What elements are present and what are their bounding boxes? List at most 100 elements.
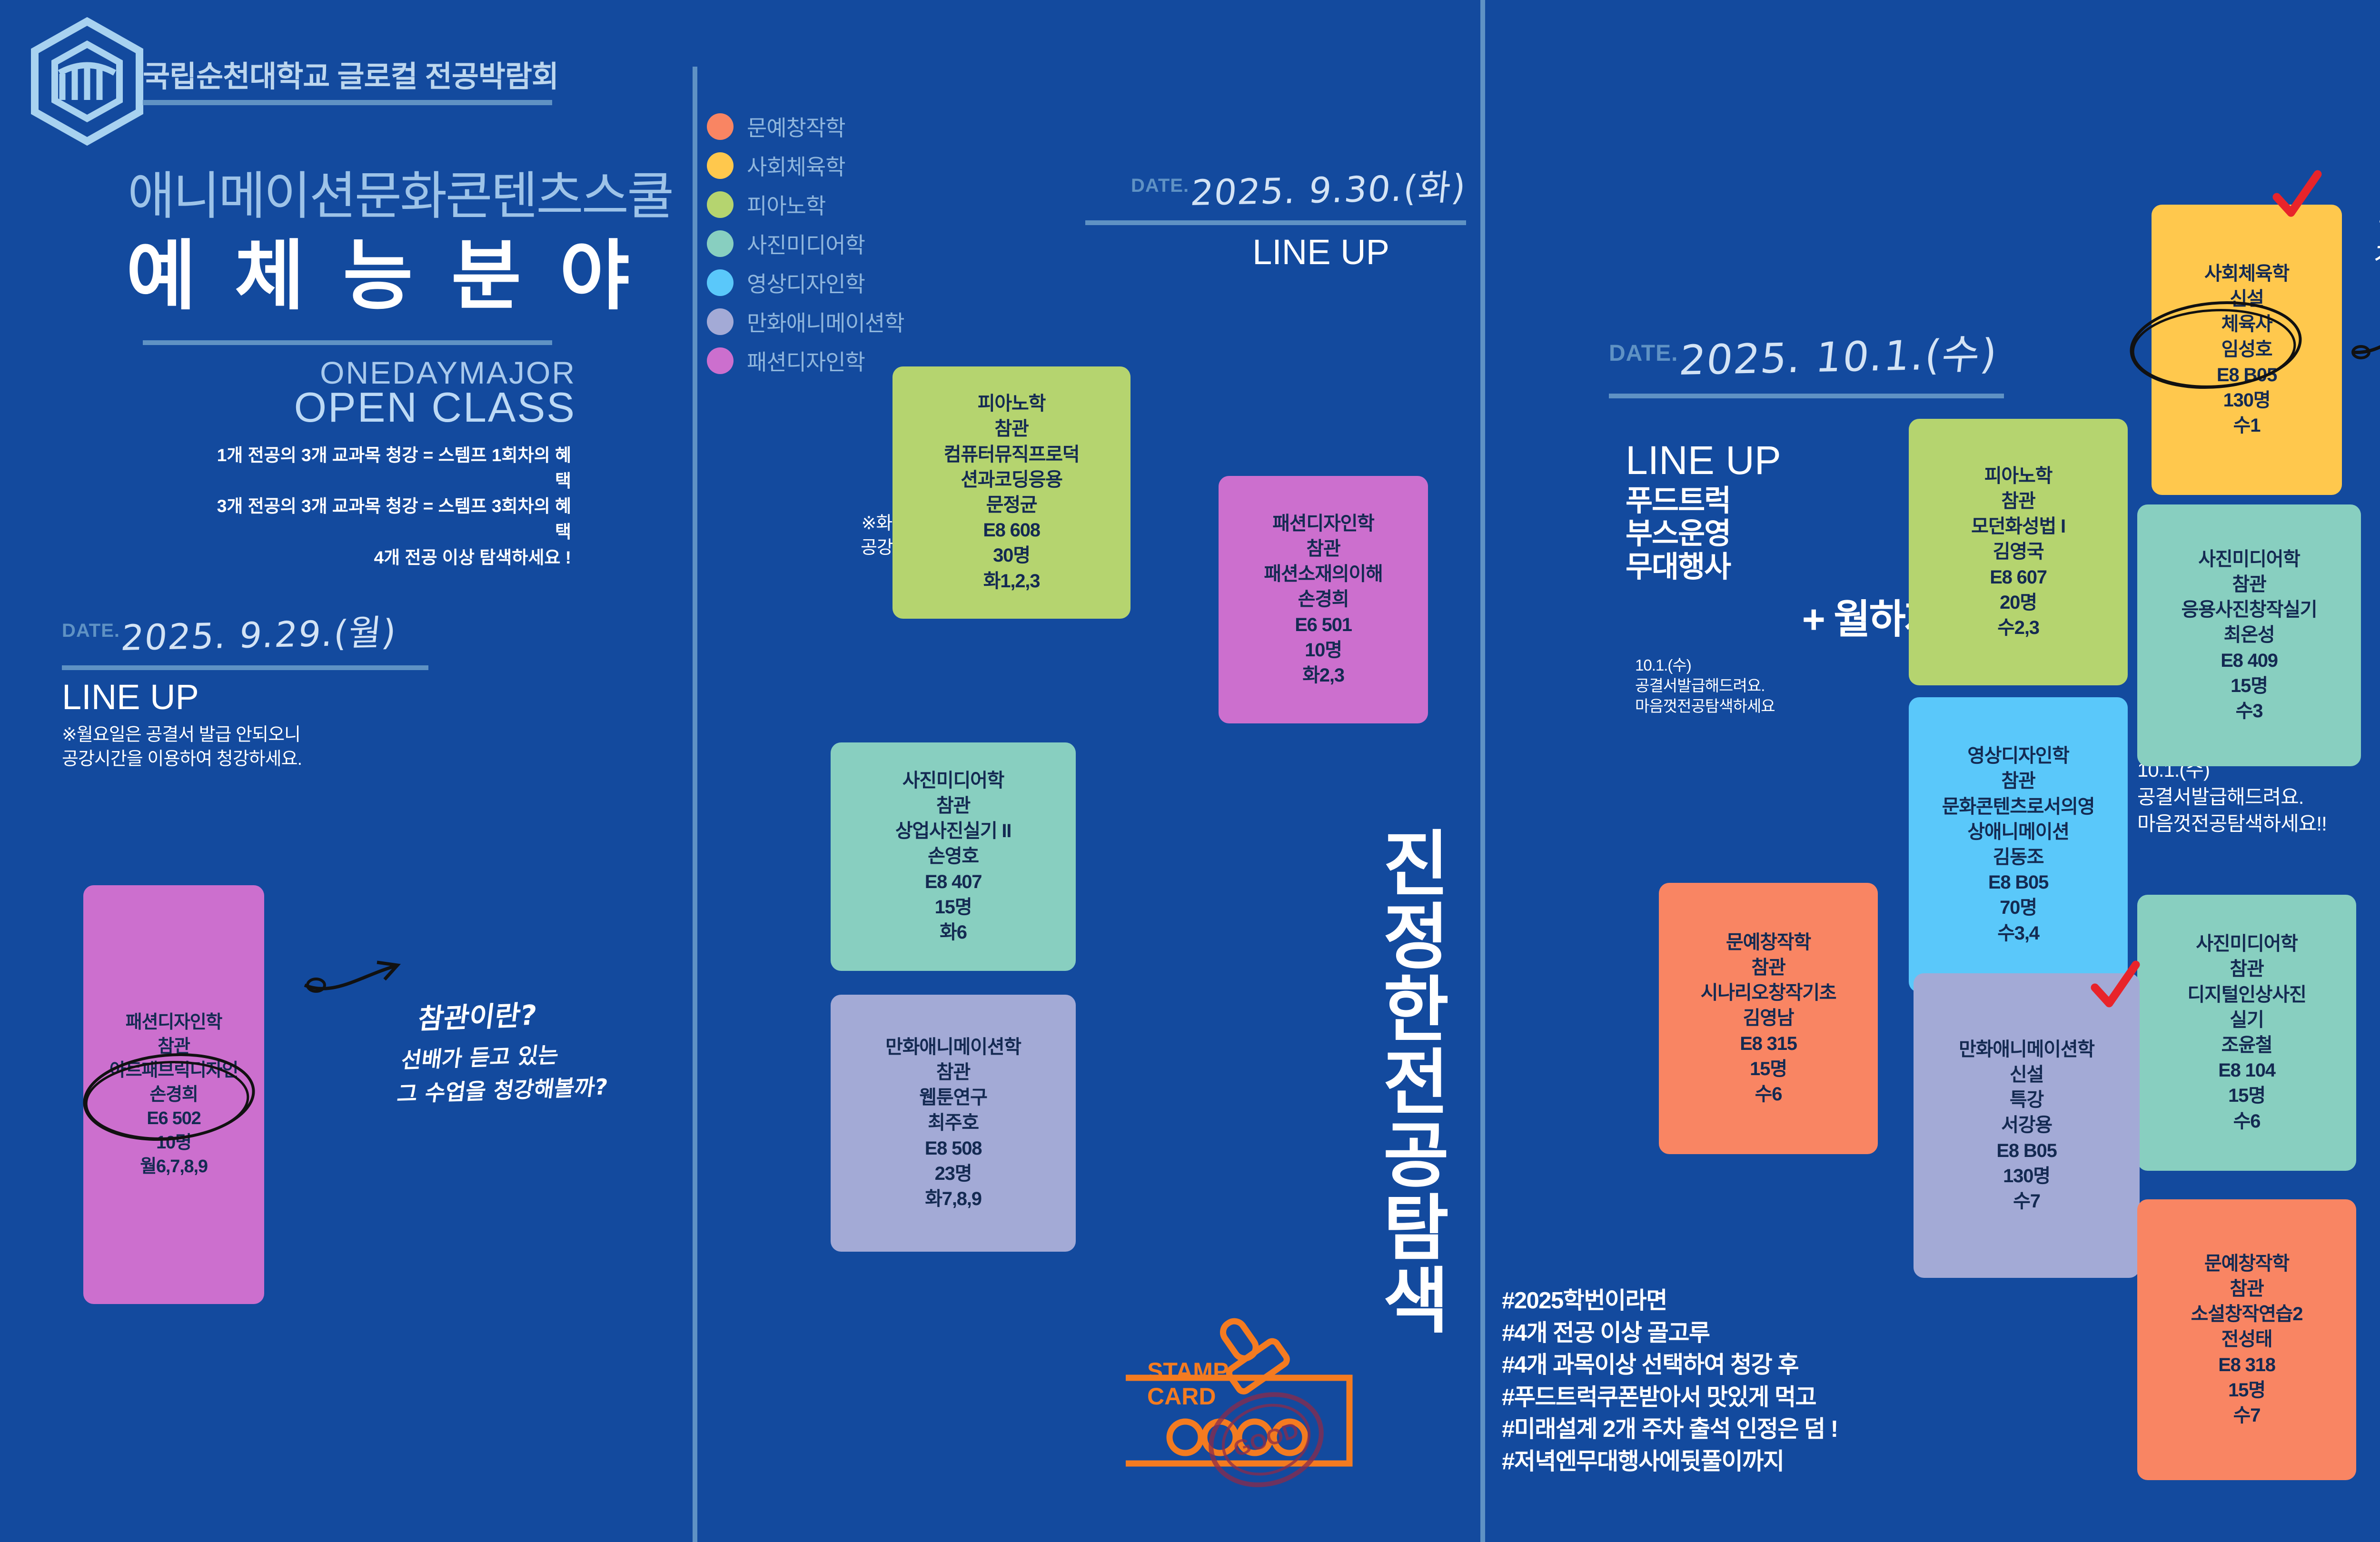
- day3-lineup-title: LINE UP: [1626, 438, 1781, 483]
- legend-dot-icon: [707, 269, 734, 296]
- course-capacity: 15명: [2231, 675, 2268, 696]
- legend-item-5: 만화애니메이션학: [707, 302, 905, 341]
- handwritten-circle-icon: [83, 1053, 255, 1141]
- legend-item-6: 패션디자인학: [707, 341, 904, 380]
- stamp-card-label: STAMP CARD: [1147, 1359, 1229, 1409]
- slogan-char-6: 색: [1383, 1261, 1449, 1341]
- course-time: 화1,2,3: [983, 570, 1041, 592]
- day3-lineup-items: 푸드트럭 부스운영 무대행사: [1626, 484, 1959, 583]
- openclass-label: OPEN CLASS: [294, 384, 576, 431]
- course-room: E6 502: [147, 1108, 201, 1129]
- course-major: 사진미디어학: [2198, 548, 2301, 570]
- legend-dot-icon: [707, 152, 734, 179]
- course-card[interactable]: 패션디자인학 참관 패션소재의이해 손경희 E6 501 10명 화2,3: [1219, 476, 1428, 723]
- course-type: 참관: [994, 418, 1029, 440]
- hashtag-5: #저녁엔무대행사에뒷풀이까지: [1502, 1449, 1785, 1475]
- course-card[interactable]: 피아노학 참관 컴퓨터뮤직프로덕 션과코딩응용 문정균 E8 608 30명 화1,2,3: [892, 366, 1130, 619]
- stamp-label-line2: CARD: [1147, 1383, 1216, 1410]
- course-name: 디지털인상사진: [2187, 984, 2306, 1005]
- university-name: 국립순천대학교 글로컬 전공박람회: [143, 60, 559, 93]
- course-name: 웹툰연구: [919, 1087, 988, 1108]
- day3-note-mid: 10.1.(수) 공결서발급해드려요. 마음껏전공탐색하세요!!: [2137, 759, 2327, 835]
- course-card[interactable]: 사회체육학 신설 체육사 임성호 E8 B05 130명 수1: [2130, 170, 2342, 495]
- course-name: 상애니메이션: [1967, 821, 2070, 842]
- course-card[interactable]: 사진미디어학 참관 응용사진창작실기 최온성 E8 409 15명 수3: [2137, 504, 2361, 766]
- course-type: 참관: [2230, 959, 2264, 980]
- legend-label: 문예창작학: [747, 116, 846, 140]
- day3-header: DATE. 2025. 10.1.(수): [1609, 324, 2085, 398]
- course-major: 사진미디어학: [902, 770, 1005, 791]
- day1-annotation-body: 선배가 듣고 있는 그 수업을 청강해볼까?: [396, 1042, 609, 1107]
- course-professor: 손경희: [149, 1084, 198, 1105]
- course-card[interactable]: 피아노학 참관 모던화성법 I 김영국 E8 607 20명 수2,3: [1909, 419, 2128, 685]
- course-card[interactable]: 패션디자인학 참관 아트패브릭디자인 손경희 E6 502 10명 월6,7,8,9: [83, 885, 264, 1304]
- course-capacity: 15명: [1750, 1058, 1787, 1079]
- course-capacity: 70명: [2000, 897, 2037, 919]
- legend-label: 사회체육학: [747, 155, 846, 179]
- course-card[interactable]: 만화애니메이션학 참관 웹툰연구 최주호 E8 508 23명 화7,8,9: [831, 995, 1076, 1252]
- course-time: 화6: [940, 921, 967, 943]
- course-professor: 손경희: [1298, 589, 1349, 610]
- course-card[interactable]: 문예창작학 참관 시나리오창작기초 김영남 E8 315 15명 수6: [1659, 883, 1878, 1154]
- course-time: 수3: [2235, 700, 2263, 722]
- course-card[interactable]: 사진미디어학 참관 상업사진실기 II 손영호 E8 407 15명 화6: [831, 742, 1076, 971]
- legend-item-3: 사진미디어학: [707, 224, 904, 263]
- legend-dot-icon: [707, 308, 734, 335]
- course-name: 션과코딩응용: [961, 469, 1063, 490]
- course-room: E8 B05: [1996, 1140, 2057, 1161]
- day3-arrow-icon: [2351, 345, 2380, 359]
- day3-lineup-item-1: 부스운영: [1626, 517, 1731, 551]
- slogan-char-4: 공: [1383, 1116, 1449, 1196]
- hashtag-4: #미래설계 2개 주차 출석 인정은 덤 !: [1502, 1416, 1838, 1443]
- course-professor: 김영남: [1743, 1008, 1795, 1029]
- course-room: E8 407: [924, 871, 982, 892]
- course-time: 수7: [2013, 1190, 2041, 1212]
- course-card[interactable]: 영상디자인학 참관 문화콘텐츠로서의영 상애니메이션 김동조 E8 B05 70명 수3,4: [1909, 697, 2128, 992]
- page-title: 예 체 능 분 야: [126, 233, 638, 318]
- course-type: 참관: [1751, 957, 1785, 979]
- course-room: E8 318: [2218, 1354, 2276, 1375]
- day1-rule: [62, 665, 428, 670]
- slogan-char-3: 전: [1383, 1043, 1449, 1123]
- day2-lineup-title: LINE UP: [1252, 232, 1389, 272]
- course-type: 참관: [1306, 538, 1340, 560]
- hashtag-3: #푸드트럭쿠폰받아서 맛있게 먹고: [1502, 1384, 1817, 1410]
- course-type: 참관: [936, 795, 971, 817]
- benefit-line-2: 3개 전공의 3개 교과목 청강 = 스템프 3회차의 혜택: [217, 496, 571, 542]
- benefit-line-3: 4개 전공 이상 탐색하세요 !: [374, 547, 571, 567]
- course-time: 수1: [2233, 415, 2261, 436]
- day1-date-label: DATE.: [62, 620, 120, 641]
- day2-date-label: DATE.: [1131, 175, 1190, 196]
- course-major: 피아노학: [1984, 465, 2053, 486]
- onedaymajor-label: ONEDAYMAJOR: [320, 355, 576, 390]
- course-major: 사회체육학: [2204, 263, 2290, 284]
- major-legend: 문예창작학 사회체육학 피아노학 사진미디어학 영상디자인학 만화애니메이션학 패션디자인학: [707, 107, 905, 380]
- course-card[interactable]: 문예창작학 참관 소설창작연습2 전성태 E8 318 15명 수7: [2137, 1199, 2356, 1480]
- course-major: 문예창작학: [1726, 931, 1811, 953]
- course-name: 실기: [2230, 1009, 2264, 1030]
- course-professor: 김동조: [1993, 847, 2044, 868]
- handwritten-circle-icon: [2130, 301, 2302, 389]
- course-time: 화7,8,9: [925, 1188, 982, 1209]
- legend-dot-icon: [707, 191, 734, 218]
- course-card[interactable]: 만화애니메이션학 신설 특강 서강용 E8 B05 130명 수7: [1914, 960, 2140, 1278]
- legend-item-1: 사회체육학: [707, 146, 904, 185]
- day3-annotation-body: 무전공신입생들을 위하여 기초 전공과목을 재편집한 특강: [2373, 201, 2380, 267]
- day3-plus-event: + 월하제: [1802, 597, 1941, 642]
- course-room: E8 508: [924, 1137, 982, 1159]
- course-name: 특강: [2009, 1089, 2044, 1111]
- hashtag-list: #2025학번이라면 #4개 전공 이상 골고루 #4개 과목이상 선택하여 청강 …: [1502, 1285, 1838, 1478]
- course-card[interactable]: 사진미디어학 참관 디지털인상사진 실기 조윤철 E8 104 15명 수6: [2137, 895, 2356, 1171]
- day3-date-label: DATE.: [1609, 341, 1678, 366]
- legend-dot-icon: [707, 347, 734, 374]
- day1-arrow-icon: [304, 960, 401, 993]
- check-icon: [2272, 170, 2322, 217]
- course-type: 참관: [2001, 771, 2035, 792]
- course-time: 월6,7,8,9: [140, 1156, 208, 1177]
- course-major: 만화애니메이션학: [1959, 1038, 2095, 1060]
- course-name: 응용사진창작실기: [2181, 599, 2318, 621]
- benefit-text: 1개 전공의 3개 교과목 청강 = 스템프 1회차의 혜택 3개 전공의 3개…: [209, 443, 571, 570]
- legend-item-4: 영상디자인학: [707, 263, 904, 302]
- course-professor: 최온성: [2223, 624, 2275, 646]
